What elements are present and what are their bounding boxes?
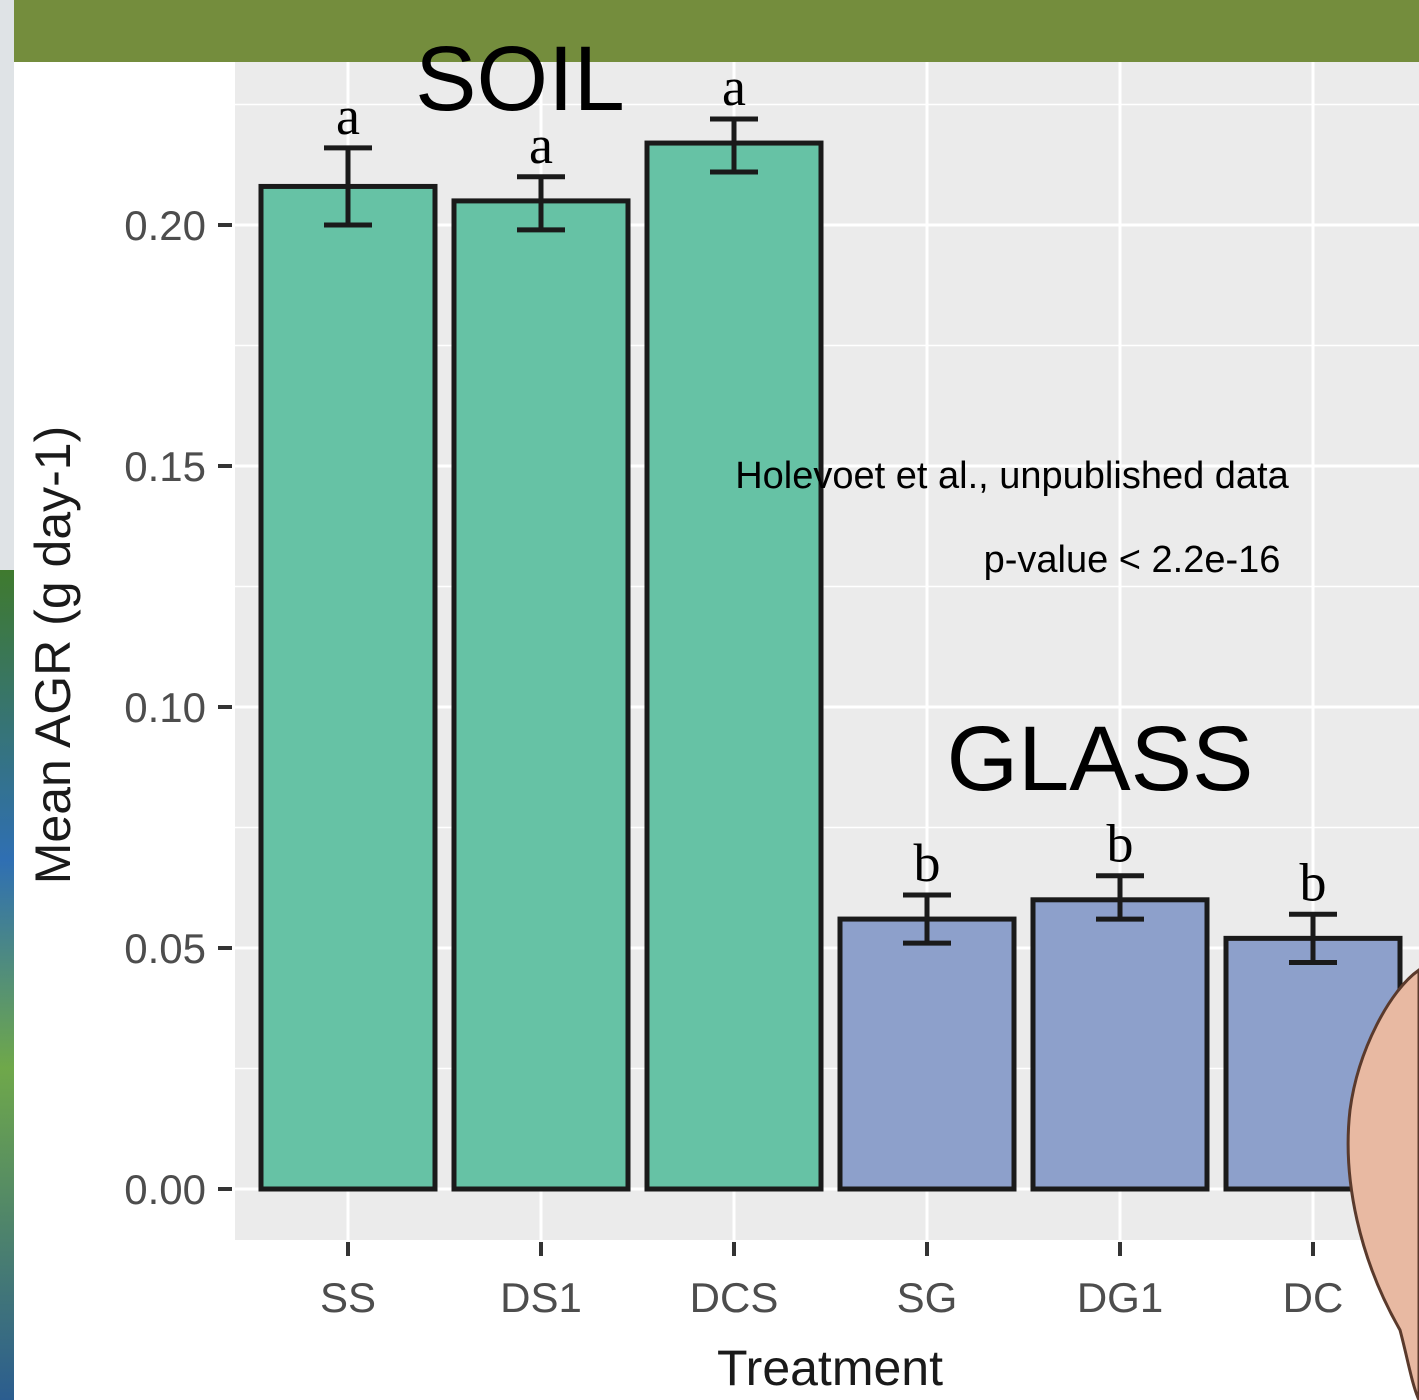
x-axis: SS DS1 DCS SG DG1 DC xyxy=(320,1242,1343,1321)
bar-ds1 xyxy=(451,198,631,1192)
error-bar xyxy=(903,892,951,946)
soil-group-label: SOIL xyxy=(415,28,625,130)
header-bar xyxy=(14,0,1419,62)
x-tick-label: DC xyxy=(1283,1274,1344,1321)
bar-ss xyxy=(258,183,438,1192)
x-tick-label: SG xyxy=(897,1274,958,1321)
y-tick-label: 0.00 xyxy=(124,1166,206,1213)
glass-group-label: GLASS xyxy=(947,708,1254,810)
left-photo-edge xyxy=(0,570,14,1400)
error-bar xyxy=(517,174,565,233)
y-tick-label: 0.15 xyxy=(124,443,206,490)
y-tick-label: 0.10 xyxy=(124,684,206,731)
significance-letter: b xyxy=(914,833,941,893)
bar-dg1 xyxy=(1030,897,1210,1192)
hand-photo xyxy=(1346,968,1419,1400)
y-tick-label: 0.05 xyxy=(124,925,206,972)
y-axis: 0.00 0.05 0.10 0.15 0.20 xyxy=(124,202,232,1213)
error-bar xyxy=(1289,911,1337,965)
source-note: Holevoet et al., unpublished data xyxy=(735,455,1289,497)
significance-letters: a a a b b b xyxy=(336,57,1326,912)
error-bar xyxy=(324,145,372,228)
x-axis-title: Treatment xyxy=(717,1340,943,1396)
significance-letter: a xyxy=(336,86,360,146)
y-tick-label: 0.20 xyxy=(124,202,206,249)
x-tick-label: SS xyxy=(320,1274,376,1321)
error-bar xyxy=(710,116,758,175)
x-tick-label: DCS xyxy=(690,1274,779,1321)
significance-letter: a xyxy=(529,115,553,175)
significance-letter: b xyxy=(1300,852,1327,912)
error-bars xyxy=(324,116,1337,965)
bar-dcs xyxy=(644,140,824,1192)
error-bar xyxy=(1096,873,1144,922)
x-tick-label: DG1 xyxy=(1077,1274,1163,1321)
x-tick-label: DS1 xyxy=(500,1274,582,1321)
p-value-label: p-value < 2.2e-16 xyxy=(984,539,1281,581)
significance-letter: b xyxy=(1107,814,1134,874)
bar-sg xyxy=(837,916,1017,1192)
significance-letter: a xyxy=(722,57,746,117)
y-axis-title: Mean AGR (g day-1) xyxy=(25,426,81,885)
